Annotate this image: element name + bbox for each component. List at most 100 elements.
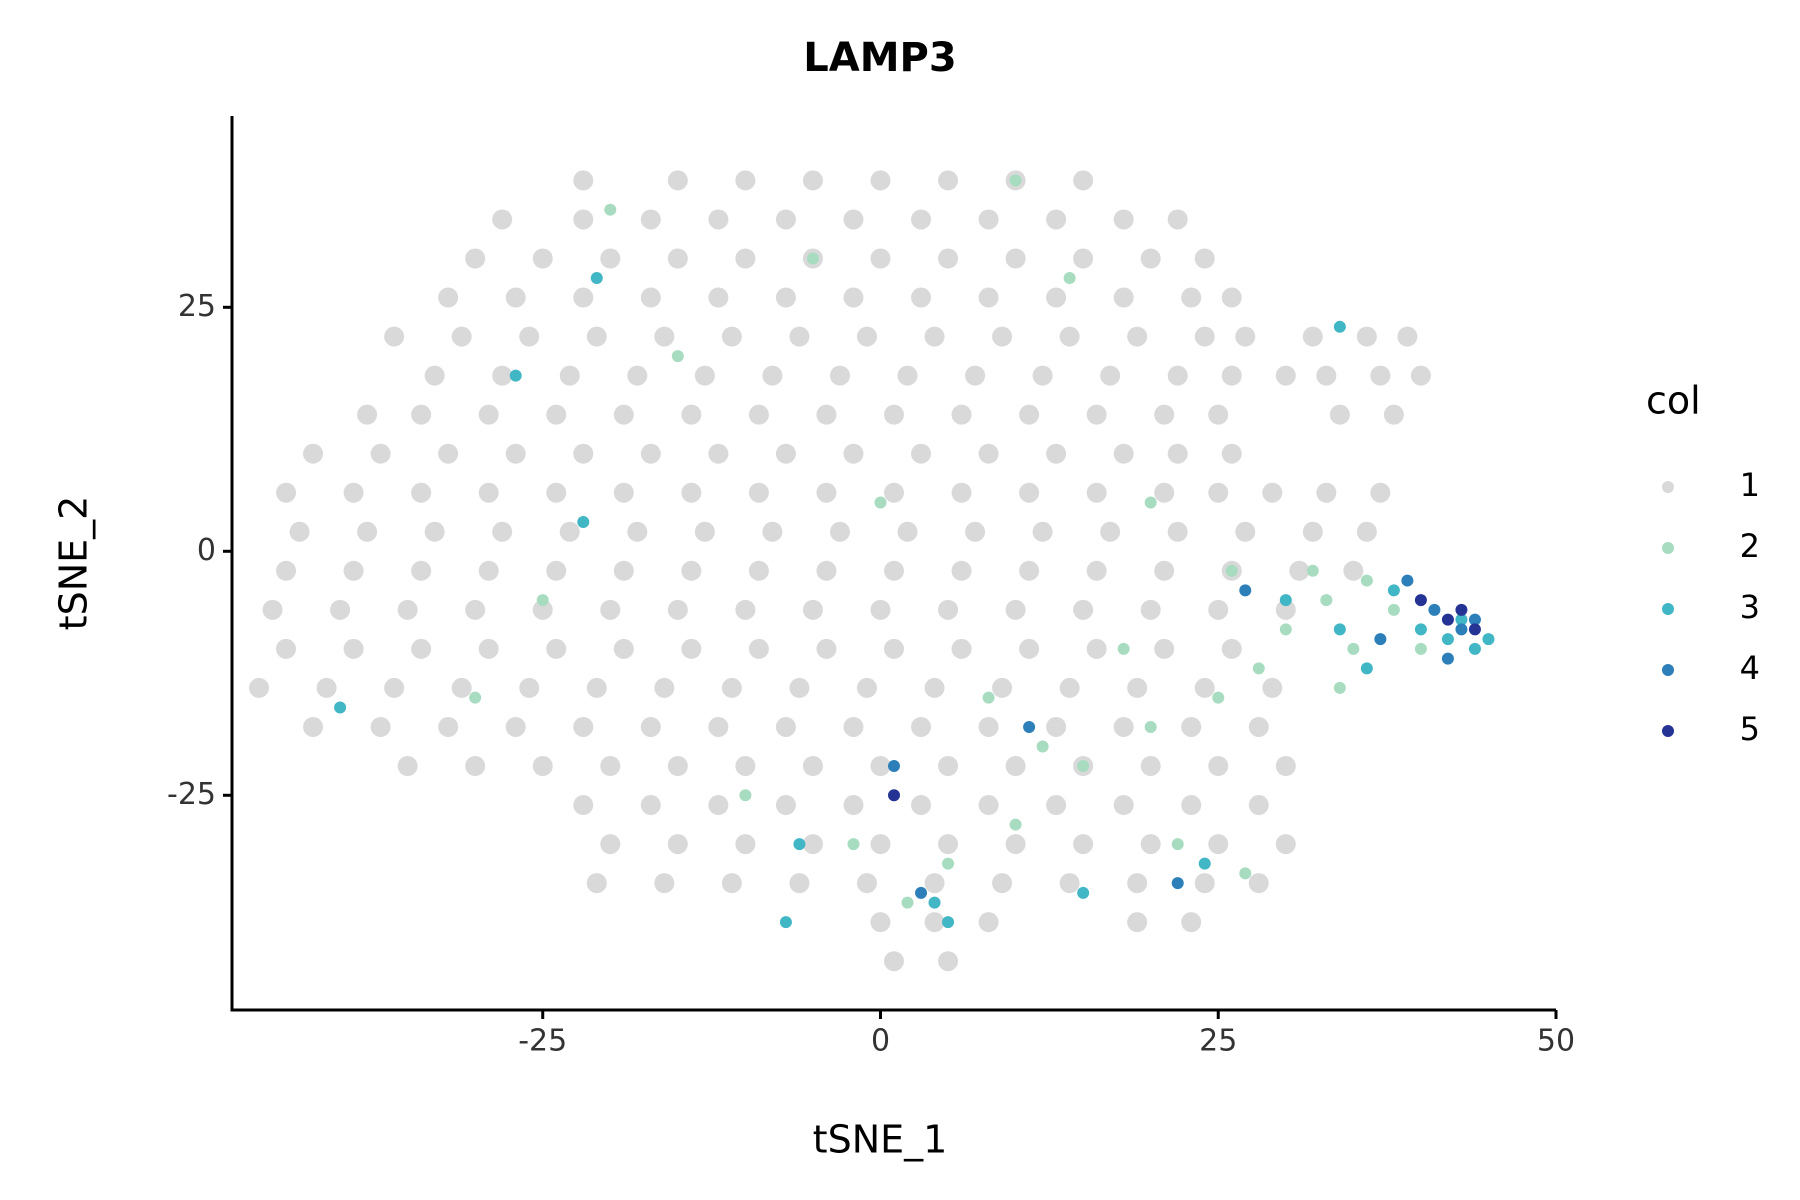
point [870,834,891,855]
point [1073,170,1094,191]
point [1208,599,1229,620]
point [478,638,499,659]
point [708,795,729,816]
point [1370,365,1391,386]
point [1009,818,1022,831]
point [600,756,621,777]
point [870,756,891,777]
point [1225,564,1238,577]
point [1356,521,1377,542]
point [1036,740,1049,753]
point [816,404,837,425]
point [708,209,729,230]
point [748,560,769,581]
point [1248,795,1269,816]
point [1212,691,1225,704]
legend-label: 5 [1740,710,1760,748]
point [1032,365,1053,386]
point [586,873,607,894]
point [762,521,783,542]
point [694,365,715,386]
point [856,326,877,347]
point [1117,642,1130,655]
point [519,677,540,698]
point [978,912,999,933]
point [573,716,594,737]
point [1441,633,1454,646]
x-tick-label: -25 [518,1024,567,1059]
point [509,369,522,382]
point [1302,326,1323,347]
point [793,838,806,851]
point [613,404,634,425]
point [1127,912,1148,933]
point [1181,795,1202,816]
point [573,209,594,230]
point [897,521,918,542]
point [1275,834,1296,855]
point [573,287,594,308]
point [343,482,364,503]
point [303,716,324,737]
point [1374,633,1387,646]
point [829,521,850,542]
point [276,560,297,581]
point [667,248,688,269]
point [1073,248,1094,269]
point [1347,642,1360,655]
point [942,857,955,870]
point [465,756,486,777]
point [816,482,837,503]
point [1468,642,1481,655]
point [613,638,634,659]
point [1208,834,1229,855]
point [1171,877,1184,890]
point [1248,716,1269,737]
point [911,716,932,737]
point [1329,404,1350,425]
x-tick-label: 25 [1199,1024,1237,1059]
point [708,287,729,308]
point [681,482,702,503]
point [469,691,482,704]
point [924,677,945,698]
point [1167,209,1188,230]
point [928,896,941,909]
point [735,834,756,855]
point [1005,248,1026,269]
point [816,560,837,581]
point [451,677,472,698]
point [1019,404,1040,425]
point [532,599,553,620]
point [1113,209,1134,230]
point [411,482,432,503]
point [640,287,661,308]
point [1235,326,1256,347]
point [276,482,297,503]
point [600,599,621,620]
point [1208,756,1229,777]
point [334,701,347,714]
point [600,248,621,269]
point [671,350,684,363]
point [1154,638,1175,659]
point [735,756,756,777]
point [505,716,526,737]
point [1171,838,1184,851]
point [573,170,594,191]
point [411,404,432,425]
point [1428,603,1441,616]
point [1468,613,1481,626]
point [1262,677,1283,698]
point [721,326,742,347]
point [1181,912,1202,933]
point [884,482,904,503]
point [667,834,688,855]
y-tick-label: 0 [197,533,216,568]
point [681,560,702,581]
point [924,873,945,894]
y-tick-label: 25 [178,289,216,324]
point [1221,365,1242,386]
point [573,443,594,464]
